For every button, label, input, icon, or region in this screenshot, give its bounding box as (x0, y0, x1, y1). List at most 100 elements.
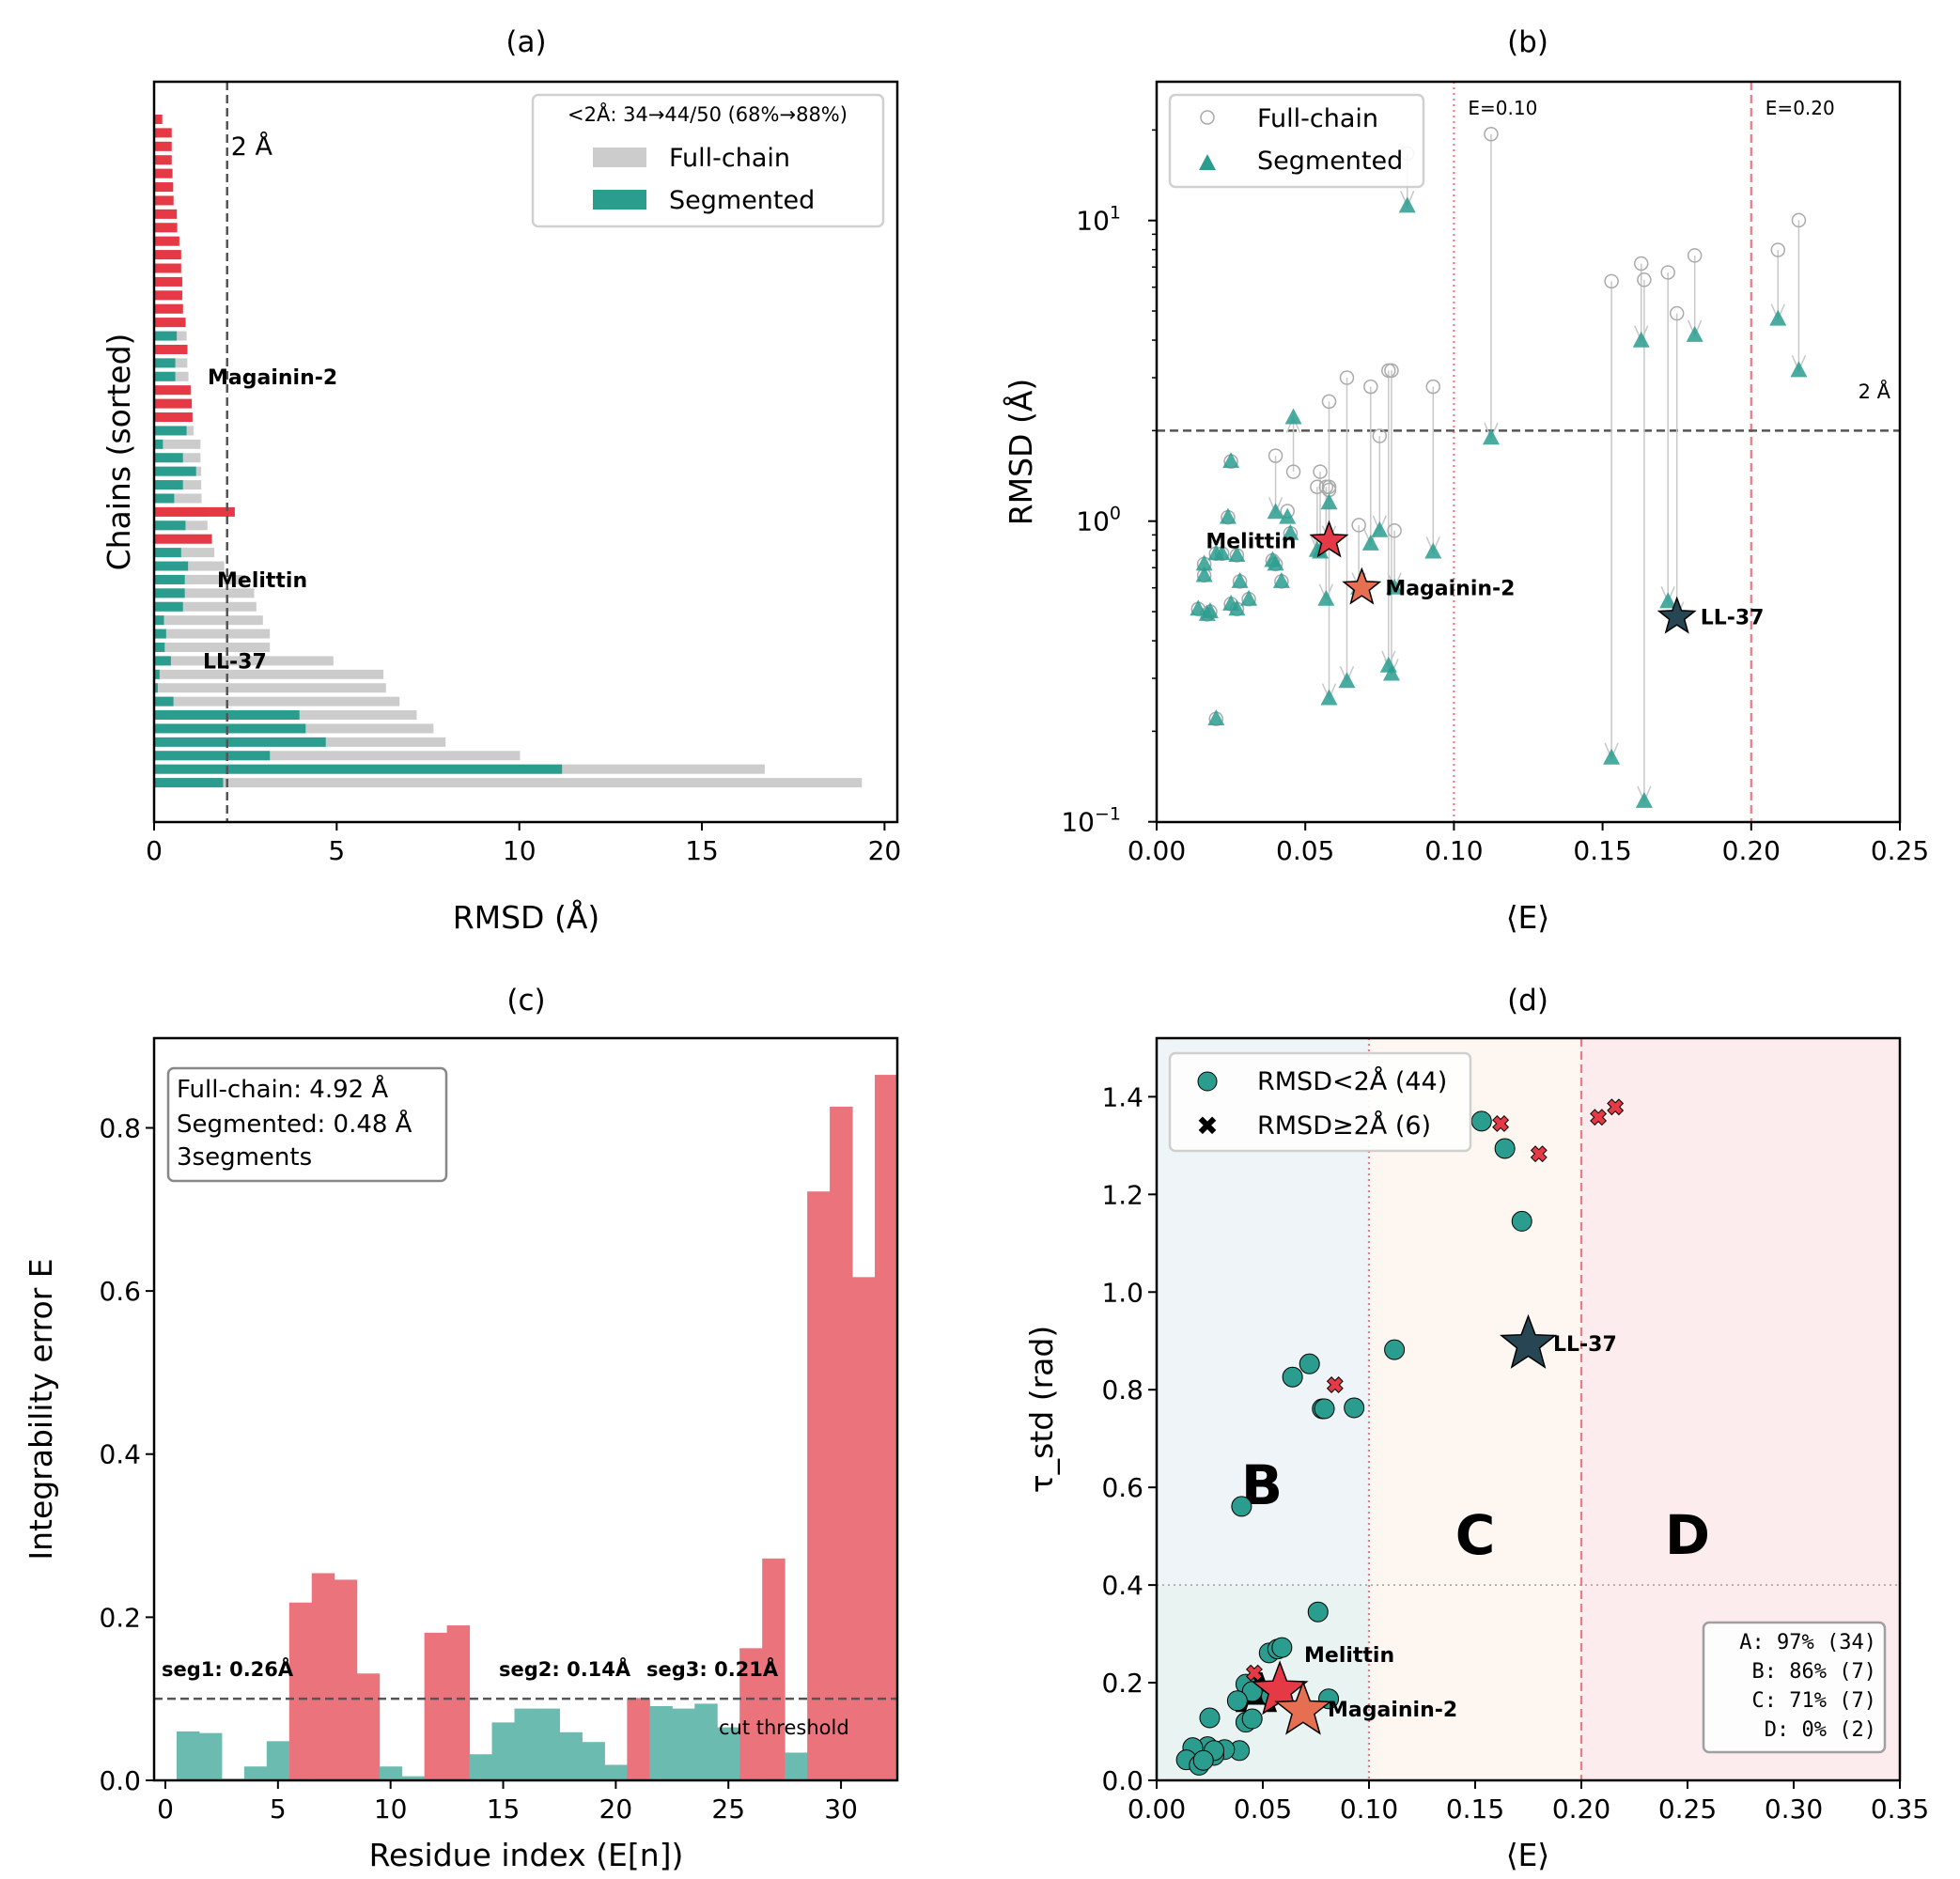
info-line: Segmented: 0.48 Å (177, 1109, 412, 1139)
segmented-bar (154, 168, 173, 179)
full-chain-bar (154, 696, 400, 707)
full-chain-point (1770, 242, 1786, 257)
x-tick-label: 0.10 (1340, 1794, 1398, 1825)
segmented-point (1382, 664, 1400, 681)
segmented-bar (154, 223, 178, 233)
x-tick-label: 0.20 (1552, 1794, 1610, 1825)
segmented-bar (154, 723, 306, 734)
panel-a: (a) 2 Å Magainin-2 Melittin LL-37 0 5 10 15 20 RMS… (101, 25, 901, 936)
legend-marker-full-chain (1200, 110, 1215, 125)
panel-title: (b) (1507, 25, 1548, 59)
y-tick-label: 0.8 (1101, 1374, 1143, 1405)
x-axis-label: RMSD (Å) (453, 898, 600, 936)
good-point (1226, 1690, 1248, 1712)
segmented-bar (154, 656, 171, 666)
residue-error-bar (243, 1766, 268, 1780)
segmented-bar (154, 182, 174, 193)
segmented-point (1424, 542, 1442, 559)
full-chain-bar (154, 601, 257, 612)
full-chain-point (1384, 363, 1399, 379)
y-tick-label: 1.2 (1101, 1179, 1143, 1210)
segmented-point (1398, 196, 1416, 213)
y-tick-label: 0.0 (1101, 1765, 1143, 1796)
x-axis-label: ⟨E⟩ (1506, 899, 1550, 936)
y-tick-label: 0.4 (1101, 1570, 1143, 1601)
y-tick-base: 10 (1061, 807, 1095, 838)
x-tick-label: 15 (487, 1794, 521, 1825)
highlight-label: Melittin (1206, 531, 1296, 554)
bad-point-x-marker (1590, 1109, 1608, 1126)
segmented-point (1219, 507, 1237, 524)
full-chain-point (1791, 212, 1807, 228)
segmented-point (1338, 672, 1356, 689)
segmented-point (1603, 748, 1621, 765)
full-chain-point (1268, 448, 1283, 463)
panel-c: (c) cut threshold seg1: 0.26Å seg2: 0.14Å se… (23, 984, 899, 1873)
residue-error-bar (875, 1075, 898, 1780)
legend-label: RMSD<2Å (44) (1257, 1066, 1447, 1096)
axes-frame (152, 80, 899, 824)
segmented-point (1195, 566, 1213, 582)
region-label: C (1455, 1503, 1496, 1567)
segmented-bar (154, 574, 185, 584)
segmented-bar (154, 358, 176, 368)
residue-error-bar (379, 1766, 403, 1780)
y-tick-label: 0.2 (1101, 1668, 1143, 1699)
region-c-background (1369, 1038, 1581, 1780)
x-tick-label: 0.25 (1658, 1794, 1717, 1825)
x-axis-label: ⟨E⟩ (1506, 1837, 1550, 1873)
segmented-bar (154, 493, 175, 504)
segmented-bar (154, 412, 193, 423)
threshold-label: E=0.10 (1468, 97, 1537, 119)
x-tick-label: 0 (146, 835, 163, 866)
highlight-label: Melittin (1304, 1644, 1394, 1668)
residue-error-bar (537, 1708, 560, 1780)
segmented-point (1320, 689, 1338, 706)
good-point (1314, 1398, 1335, 1420)
x-tick-label: 15 (685, 835, 719, 866)
y-tick-exponent: 1 (1110, 203, 1121, 224)
segmented-point (1267, 503, 1284, 520)
region-stats-frame (1702, 1621, 1887, 1754)
segmented-bar (154, 303, 183, 314)
residue-error-bar (627, 1698, 650, 1780)
good-point (1511, 1210, 1532, 1232)
full-chain-bar (154, 548, 215, 558)
legend: <2Å: 34→44/50 (68%→88%) Full-chain Segment… (531, 93, 885, 228)
segmented-point (1201, 602, 1219, 619)
segmented-point (1228, 546, 1246, 563)
highlight-label: LL-37 (1701, 607, 1765, 630)
region-stats-box: A: 97% (34) B: 86% (7) C: 71% (7) D: 0% (2) (1702, 1621, 1887, 1754)
residue-error-bar (694, 1703, 718, 1780)
residue-error-bar (514, 1708, 537, 1780)
legend: RMSD<2Å (44) ✖ RMSD≥2Å (6) (1168, 1051, 1472, 1153)
residue-error-bar (762, 1558, 786, 1780)
y-axis-label: Integrability error E (23, 1258, 59, 1560)
segment-label: seg3: 0.21Å (646, 1657, 779, 1681)
full-chain-bar (154, 778, 863, 788)
x-tick-label: 20 (868, 835, 902, 866)
good-point (1199, 1707, 1221, 1729)
x-tick-label: 0 (157, 1794, 174, 1825)
good-point (1470, 1110, 1492, 1132)
segmented-bar (154, 236, 179, 246)
segmented-bar (154, 439, 163, 449)
segmented-point (1320, 493, 1338, 510)
good-point (1384, 1339, 1406, 1360)
segmented-point (1195, 554, 1213, 571)
full-chain-bar (154, 669, 384, 679)
region-stat-line: D: 0% (2) (1765, 1718, 1876, 1742)
x-tick-label: 5 (270, 1794, 287, 1825)
residue-error-bar (672, 1708, 695, 1780)
bad-point-x-marker (1492, 1114, 1510, 1132)
full-chain-bar (154, 642, 271, 652)
segmented-point (1213, 544, 1231, 561)
residue-error-bar (401, 1776, 426, 1780)
segmented-point (1190, 599, 1207, 616)
segment-label: seg1: 0.26Å (162, 1657, 294, 1681)
segmented-bar (154, 480, 183, 490)
threshold-label: 2 Å (231, 132, 273, 162)
highlight-star (1499, 1313, 1558, 1369)
x-tick-label: 0.05 (1234, 1794, 1292, 1825)
legend-marker-segmented (1199, 154, 1216, 170)
